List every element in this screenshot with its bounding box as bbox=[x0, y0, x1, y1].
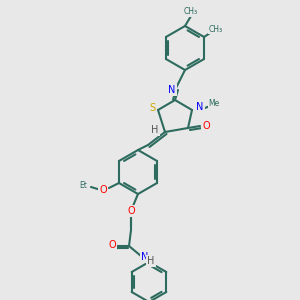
Text: O: O bbox=[202, 121, 210, 131]
Text: S: S bbox=[149, 103, 155, 113]
Text: O: O bbox=[99, 185, 107, 195]
Text: O: O bbox=[108, 240, 116, 250]
Text: H: H bbox=[147, 256, 155, 266]
Text: O: O bbox=[127, 206, 135, 216]
Text: CH₃: CH₃ bbox=[209, 25, 223, 34]
Text: N: N bbox=[196, 102, 204, 112]
Text: CH₃: CH₃ bbox=[184, 8, 198, 16]
Text: Et: Et bbox=[79, 182, 87, 190]
Text: H: H bbox=[151, 125, 159, 135]
Text: N: N bbox=[168, 85, 176, 95]
Text: N: N bbox=[141, 252, 149, 262]
Text: Me: Me bbox=[208, 100, 220, 109]
